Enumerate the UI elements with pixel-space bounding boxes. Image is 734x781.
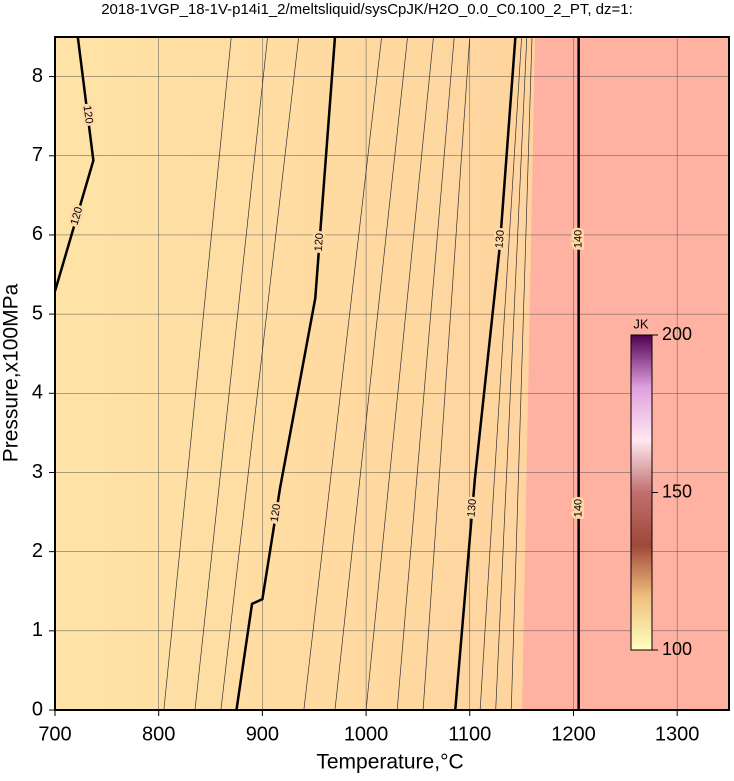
y-tick-label: 1 — [32, 619, 43, 641]
minor-contour — [220, 37, 300, 710]
minor-contour — [422, 37, 471, 710]
y-tick-label: 2 — [32, 540, 43, 562]
high-region — [522, 37, 729, 710]
contour-label: 120 — [81, 105, 95, 125]
x-tick-label: 900 — [246, 723, 279, 745]
contour-label: 120 — [269, 503, 284, 523]
axes: 700 800 900 1000 1100 1200 1300 0 1 2 3 4 5 6 7 8 — [32, 65, 700, 745]
contour-line — [235, 37, 337, 710]
minor-contour — [495, 37, 528, 710]
minor-contour — [163, 37, 232, 710]
x-tick-label: 1200 — [551, 723, 596, 745]
y-axis-title: Pressure,x100MPa — [0, 283, 23, 462]
contour-label: 130 — [466, 498, 480, 517]
minor-contour — [510, 37, 533, 710]
contour-label: 130 — [494, 230, 507, 249]
y-tick-label: 6 — [32, 223, 43, 245]
x-tick-label: 1100 — [448, 723, 491, 745]
minor-contour — [479, 37, 522, 710]
y-tick-label: 5 — [32, 302, 43, 324]
minor-contour — [396, 37, 455, 710]
y-tick-label: 7 — [32, 144, 43, 166]
y-tick-label: 4 — [32, 382, 43, 404]
x-tick-label: 1300 — [655, 723, 700, 745]
colorbar-tick-label: 100 — [662, 639, 692, 659]
colorbar-label: JK — [633, 316, 649, 331]
contour-label: 140 — [573, 230, 585, 248]
y-tick-label: 0 — [32, 698, 43, 720]
colorbar-tick-label: 200 — [662, 324, 692, 344]
x-tick-label: 800 — [142, 723, 175, 745]
colorbar — [630, 334, 653, 651]
minor-contour — [194, 37, 268, 710]
plot-frame — [54, 36, 730, 711]
minor-contour — [365, 37, 434, 710]
y-tick-label: 8 — [32, 65, 43, 87]
contour-label: 120 — [313, 233, 326, 252]
minor-contour — [303, 37, 382, 710]
x-tick-label: 1000 — [344, 723, 389, 745]
x-tick-label: 700 — [38, 723, 71, 745]
contour-line — [454, 37, 517, 710]
contour-label: 140 — [573, 499, 585, 517]
y-tick-label: 3 — [32, 461, 43, 483]
minor-contour — [334, 37, 408, 710]
chart-title: 2018-1VGP_18-1V-p14i1_2/meltsliquid/sysC… — [101, 1, 633, 18]
colorbar-tick-label: 150 — [662, 481, 692, 501]
contour-line — [55, 37, 95, 292]
x-axis-title: Temperature,°C — [316, 751, 463, 774]
